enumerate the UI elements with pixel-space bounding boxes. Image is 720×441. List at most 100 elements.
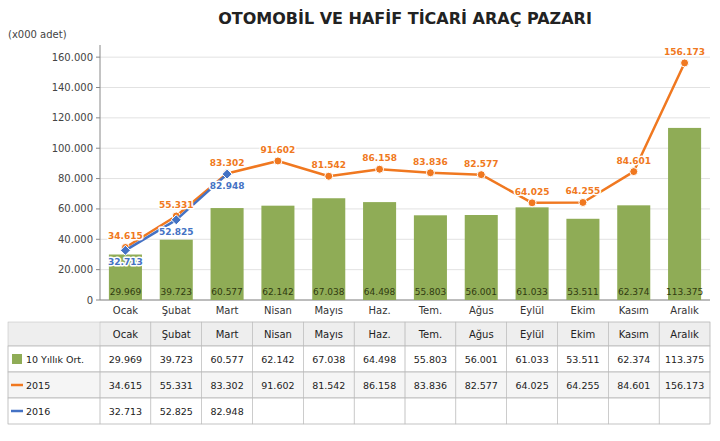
y-tick [96, 117, 100, 118]
table-row-bg [8, 372, 710, 398]
table-cell [456, 346, 507, 372]
x-tick-label: Ağus [469, 305, 494, 316]
data-table: OcakŞubatMartNisanMayısHaz.Tem.AğusEylül… [8, 322, 710, 424]
data-label: 62.142 [262, 287, 294, 297]
chart: OTOMOBİL VE HAFİF TİCARİ ARAÇ PAZARI (x00… [0, 0, 720, 441]
table-cell [253, 322, 304, 346]
marker [222, 169, 232, 179]
table-cell [558, 398, 609, 424]
table-header: Tem. [418, 329, 442, 340]
table-cell [405, 372, 456, 398]
table-cell [354, 398, 405, 424]
grid-line [100, 57, 710, 58]
y-tick [96, 148, 100, 149]
grid [96, 57, 710, 300]
table-cell [8, 372, 100, 398]
marker [681, 59, 689, 67]
table-cell [405, 322, 456, 346]
marker [528, 199, 536, 207]
grid-line [100, 117, 710, 118]
bar [312, 198, 345, 300]
table-value: 62.142 [261, 354, 294, 365]
data-label: 55.803 [415, 287, 447, 297]
data-label: 55.331 [159, 200, 194, 210]
marker [376, 165, 384, 173]
table-value: 83.302 [210, 380, 243, 391]
table-header-bg [8, 322, 710, 346]
table-cell [608, 322, 659, 346]
table-cell [303, 398, 354, 424]
table-row-label: 2016 [26, 406, 50, 417]
data-labels: 29.96939.72360.57762.14267.03864.49855.8… [108, 47, 705, 297]
y-tick-label: 140.000 [52, 82, 93, 93]
table-value: 55.803 [414, 354, 447, 365]
table-value: 55.331 [160, 380, 193, 391]
title: OTOMOBİL VE HAFİF TİCARİ ARAÇ PAZARI [218, 9, 592, 28]
table-cell [151, 346, 202, 372]
bar [668, 128, 701, 300]
y-tick [96, 269, 100, 270]
data-label: 91.602 [261, 145, 296, 155]
table-value: 53.511 [566, 354, 599, 365]
legend-swatch [12, 354, 22, 364]
table-value: 64.255 [566, 380, 599, 391]
table-row-bg [8, 398, 710, 424]
table-header: Mayıs [314, 329, 343, 340]
table-value: 84.601 [617, 380, 650, 391]
table-cell [558, 322, 609, 346]
x-tick-label: Eylül [520, 305, 544, 316]
data-label: 62.374 [618, 287, 650, 297]
x-tick-label: Tem. [418, 305, 442, 316]
table-cell [507, 398, 558, 424]
y-axis-label: (x000 adet) [8, 29, 67, 40]
data-label: 83.302 [210, 158, 245, 168]
table-cell [608, 398, 659, 424]
table-value: 156.173 [665, 380, 704, 391]
y-tick-label: 120.000 [52, 112, 93, 123]
marker [325, 172, 333, 180]
y-tick [96, 208, 100, 209]
table-cell [202, 346, 253, 372]
data-label: 156.173 [664, 47, 705, 57]
x-tick-label: Mayıs [314, 305, 343, 316]
y-tick-label: 160.000 [52, 52, 93, 63]
data-label: 29.969 [110, 287, 142, 297]
marker [120, 245, 130, 255]
x-tick-label: Şubat [162, 305, 191, 316]
bar [516, 207, 549, 300]
table-cell [303, 372, 354, 398]
table-cell [659, 398, 710, 424]
bar [566, 219, 599, 300]
marker [426, 169, 434, 177]
table-value: 32.713 [109, 406, 142, 417]
table-value: 62.374 [617, 354, 650, 365]
data-label: 32.713 [108, 257, 143, 267]
table-cell [456, 398, 507, 424]
table-value: 29.969 [109, 354, 142, 365]
table-value: 91.602 [261, 380, 294, 391]
data-label: 81.542 [311, 160, 346, 170]
table-row-label: 2015 [26, 380, 50, 391]
x-tick-label: Nisan [264, 305, 292, 316]
bar [261, 206, 294, 300]
marks [109, 59, 701, 300]
table-header: Ocak [113, 329, 138, 340]
table-cell [202, 322, 253, 346]
x-tick-label: Haz. [369, 305, 391, 316]
y-tick-label: 40.000 [58, 234, 93, 245]
data-label: 39.723 [161, 287, 193, 297]
data-label: 56.001 [466, 287, 498, 297]
table-cell [100, 372, 151, 398]
marker [579, 198, 587, 206]
data-label: 64.255 [566, 186, 601, 196]
table-cell [659, 346, 710, 372]
table-header: Mart [216, 329, 239, 340]
y-tick-label: 60.000 [58, 203, 93, 214]
legend-swatch [11, 384, 23, 387]
table-cell [202, 398, 253, 424]
data-label: 64.025 [515, 187, 550, 197]
table-cell [100, 346, 151, 372]
table-cell [354, 322, 405, 346]
y-tick-label: 0 [87, 295, 93, 306]
table-cell [100, 398, 151, 424]
